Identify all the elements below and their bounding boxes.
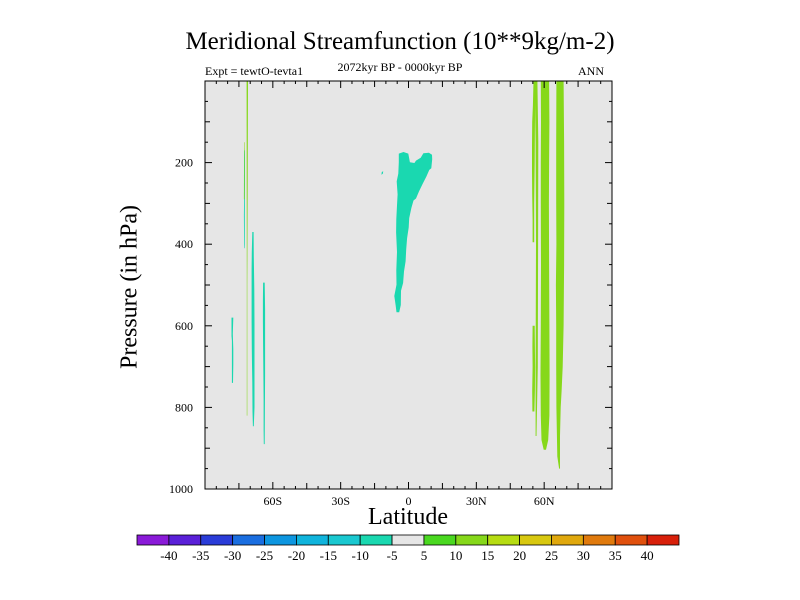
plot-background (205, 81, 612, 489)
x-tick-label: 60N (534, 494, 555, 508)
colorbar-box (232, 534, 265, 546)
experiment-label: Expt = tewtO-tevta1 (205, 64, 304, 78)
x-tick-label: 60S (263, 494, 282, 508)
colorbar-label: 5 (421, 548, 428, 563)
colorbar-box (327, 534, 361, 546)
colorbar-label: -20 (288, 548, 305, 563)
y-axis-ticks: 200 400 600 800 1000 (169, 80, 612, 496)
y-tick-label: 800 (175, 400, 193, 414)
colorbar-label: 35 (609, 548, 622, 563)
colorbar-box (423, 534, 457, 546)
colorbar-label: 15 (481, 548, 494, 563)
colorbar-box (551, 534, 584, 546)
negative-shading-fleck (381, 171, 384, 175)
positive-shading-north-4 (555, 81, 565, 469)
colorbar-label: 25 (545, 548, 558, 563)
colorbar-label: -5 (387, 548, 398, 563)
colorbar-box (487, 534, 520, 546)
colorbar-box (582, 534, 616, 546)
x-axis-ticks: 60S 30S 0 30N 60N (204, 81, 613, 508)
season-label: ANN (578, 64, 604, 78)
colorbar-label: 30 (577, 548, 590, 563)
negative-shading-south-2 (251, 232, 255, 427)
colorbar-box (614, 534, 648, 546)
negative-shading-south-1 (231, 317, 234, 383)
shaded-regions (231, 81, 565, 469)
colorbar-box (200, 534, 234, 546)
colorbar-label: -30 (224, 548, 241, 563)
negative-shading-equator (394, 152, 433, 313)
colorbar-label: -35 (192, 548, 209, 563)
colorbar-box (519, 534, 552, 546)
y-tick-label: 1000 (169, 482, 193, 496)
colorbar-box (455, 534, 489, 546)
colorbar-label: 40 (641, 548, 654, 563)
chart-title: Meridional Streamfunction (10**9kg/m-2) (185, 28, 615, 55)
colorbar-box (168, 534, 202, 546)
colorbar-label: -40 (160, 548, 177, 563)
colorbar-box (136, 534, 170, 546)
colorbar-box (391, 534, 425, 546)
colorbar-label: -25 (256, 548, 273, 563)
x-tick-label: 30N (466, 494, 487, 508)
colorbar: -40 -35 -30 -25 -20 -15 -10 -5 5 10 15 20 25 30 35 40 (136, 534, 680, 563)
positive-shading-south-line-2 (243, 142, 245, 200)
y-tick-label: 200 (175, 156, 193, 170)
y-tick-label: 400 (175, 237, 193, 251)
positive-shading-north-5 (534, 81, 539, 436)
x-tick-label: 0 (406, 494, 412, 508)
colorbar-label: 10 (449, 548, 462, 563)
chart-subtitle: 2072kyr BP - 0000kyr BP (337, 60, 463, 74)
colorbar-box (296, 534, 329, 546)
y-tick-label: 600 (175, 319, 193, 333)
colorbar-box (646, 534, 680, 546)
positive-shading-north-2 (532, 81, 536, 243)
x-axis-label: Latitude (368, 504, 448, 530)
positive-shading-south-line-1 (246, 81, 248, 416)
colorbar-label: 20 (513, 548, 526, 563)
negative-shading-south-4 (243, 150, 245, 249)
colorbar-box (264, 534, 297, 546)
colorbar-label: -10 (352, 548, 369, 563)
positive-shading-north-3 (540, 81, 550, 450)
colorbar-box (359, 534, 393, 546)
positive-shading-north-1 (532, 325, 536, 412)
colorbar-label: -15 (320, 548, 337, 563)
negative-shading-south-3 (262, 282, 266, 445)
x-tick-label: 30S (331, 494, 350, 508)
